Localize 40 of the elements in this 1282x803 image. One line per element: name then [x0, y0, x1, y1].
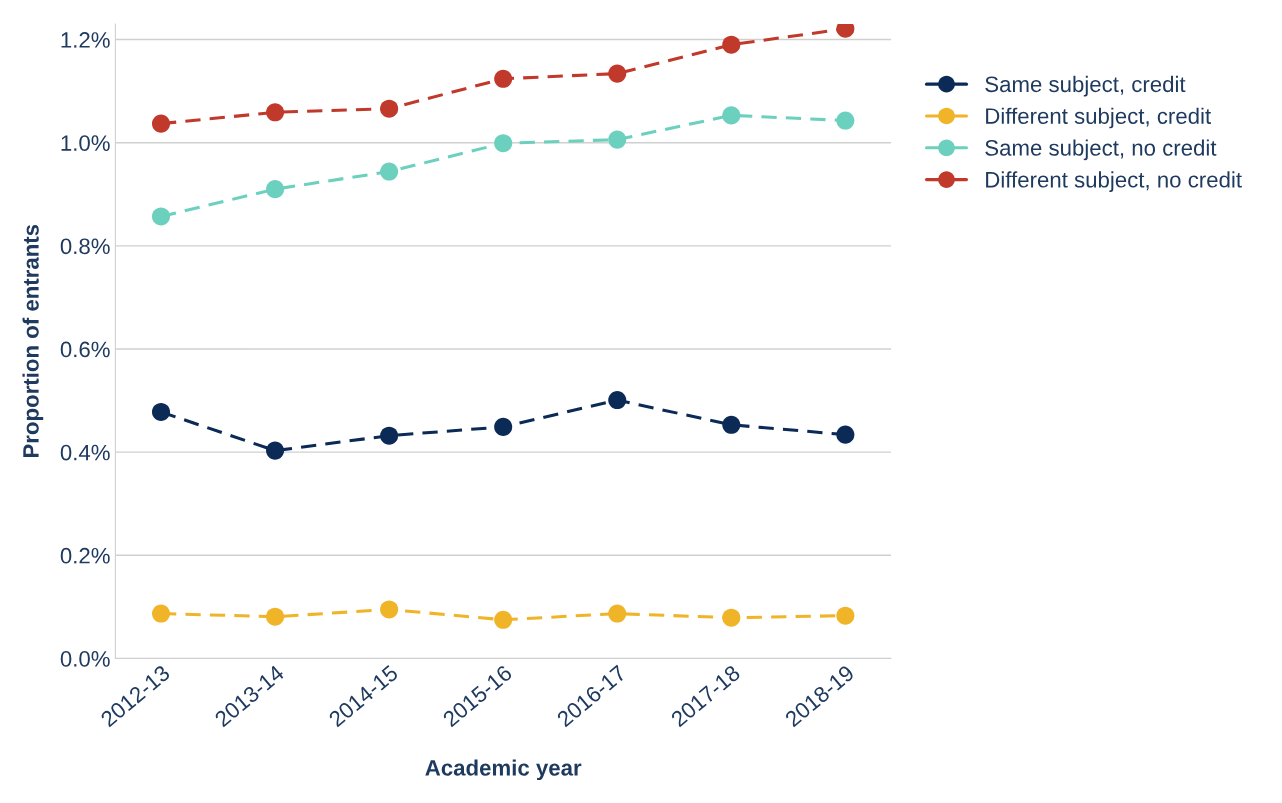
point [836, 111, 855, 130]
y-tick-label: 1.0% [61, 135, 110, 151]
point [608, 604, 627, 623]
legend-label: Same subject, no credit [985, 139, 1217, 161]
y-axis-title: Proportion of entrants [22, 224, 44, 458]
point [722, 608, 741, 627]
x-axis-title: Academic year [425, 759, 582, 781]
point [380, 600, 399, 619]
y-tick-label: 0.2% [60, 547, 110, 564]
point [380, 162, 399, 181]
point [266, 103, 285, 122]
point [494, 69, 513, 88]
point [494, 417, 513, 436]
point [380, 99, 399, 118]
y-tick-label: 0.8% [60, 238, 110, 255]
point [151, 207, 171, 226]
point [722, 35, 741, 54]
point [608, 130, 627, 149]
point [266, 180, 285, 199]
point [151, 402, 171, 421]
point [151, 604, 171, 623]
point [380, 426, 399, 445]
point [151, 114, 171, 133]
legend-label: Different subject, no credit [986, 171, 1242, 192]
legend-label: Same subject, credit [985, 75, 1186, 97]
point [494, 134, 513, 153]
point [608, 391, 627, 410]
point [494, 610, 513, 629]
y-tick-label: 1.2% [61, 32, 110, 48]
y-tick-label: 0.6% [60, 341, 110, 358]
point [836, 425, 855, 444]
y-tick-label: 0.4% [60, 444, 110, 461]
point [266, 441, 285, 460]
y-tick-label: 0.0% [60, 650, 110, 667]
point [836, 606, 855, 625]
point [608, 64, 627, 83]
legend-label: Different subject, credit [986, 107, 1211, 129]
point [266, 607, 285, 626]
point [722, 415, 741, 434]
point [722, 106, 741, 125]
